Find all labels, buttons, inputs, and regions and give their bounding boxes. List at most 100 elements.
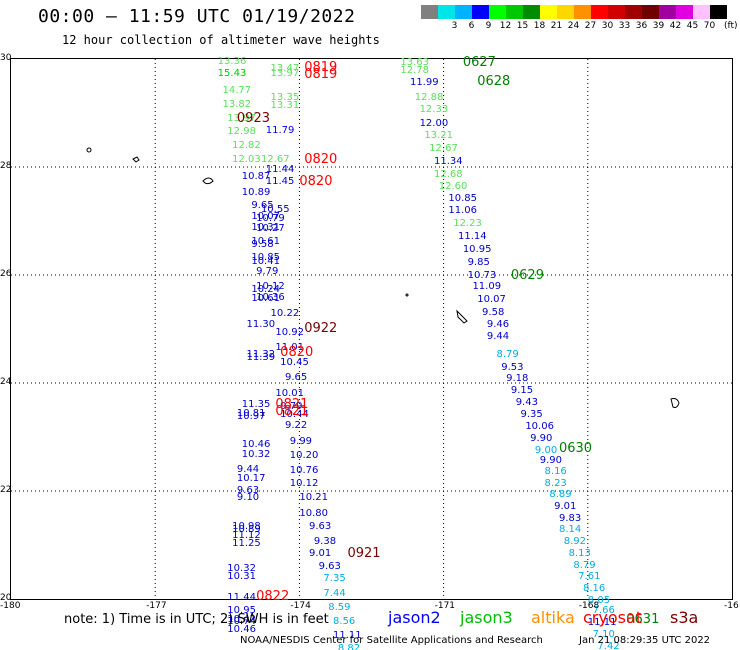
wave-height-label: 10.95 xyxy=(227,604,256,616)
wave-height-label: 8.16 xyxy=(544,466,567,478)
wave-height-label: 15.43 xyxy=(217,67,247,79)
pass-time-label: 0821 xyxy=(275,404,309,420)
wave-height-label: 9.15 xyxy=(510,385,534,397)
wave-height-label: 11.45 xyxy=(265,175,295,187)
wave-height-label: 11.11 xyxy=(587,617,617,629)
color-scale-label: 36 xyxy=(635,21,648,31)
wave-height-label: 13.82 xyxy=(222,98,252,110)
pass-time-label: 0822 xyxy=(256,589,290,605)
wave-height-label: 12.00 xyxy=(419,117,449,129)
wave-height-label: 9.00 xyxy=(534,444,558,456)
wave-height-label: 9.10 xyxy=(236,492,260,504)
wave-height-label: 12.67 xyxy=(260,153,290,165)
wave-height-label: 10.87 xyxy=(241,170,271,182)
wave-height-label: 11.44 xyxy=(227,591,256,603)
color-scale-label: 42 xyxy=(669,21,682,31)
wave-height-label: 10.24 xyxy=(251,283,280,295)
color-scale-swatch xyxy=(710,5,727,19)
wave-height-label: 7.35 xyxy=(323,573,346,585)
wave-height-label: 8.16 xyxy=(582,583,606,595)
wave-height-label: 8.23 xyxy=(544,477,567,489)
wave-height-label: 12.68 xyxy=(433,169,463,181)
wave-height-label: 12.33 xyxy=(419,104,449,116)
wave-height-label: 11.35 xyxy=(241,398,271,410)
wave-height-label: 10.07 xyxy=(251,211,280,223)
wave-height-label: 10.36 xyxy=(256,292,285,304)
wave-height-label: 13.47 xyxy=(270,62,300,74)
wave-height-label: 10.06 xyxy=(525,421,554,433)
wave-height-label: 12.60 xyxy=(438,180,468,192)
pass-time-label: 0820 xyxy=(304,151,338,167)
wave-height-label: 10.31 xyxy=(227,571,256,583)
footer-timestamp: Jan 21 08:29:35 UTC 2022 xyxy=(579,635,711,646)
legend-entry-s3a: s3a xyxy=(670,608,699,627)
color-scale-label: 21 xyxy=(550,21,563,31)
wave-height-label: 7.10 xyxy=(592,629,615,641)
pass-time-label: 0627 xyxy=(462,54,496,70)
wave-height-label: 9.58 xyxy=(482,306,505,318)
wave-height-label: 11.39 xyxy=(246,351,276,363)
wave-height-label: 11.79 xyxy=(265,124,295,136)
wave-height-label: 10.27 xyxy=(256,223,285,235)
x-tick-label: -180 xyxy=(0,601,21,611)
wave-height-label: 9.63 xyxy=(236,485,260,496)
color-scale-swatch xyxy=(608,5,625,19)
y-tick-label: 22 xyxy=(0,485,12,495)
color-scale-swatch xyxy=(472,5,489,19)
wave-height-label: 13.97 xyxy=(270,67,300,79)
wave-height-label: 12.82 xyxy=(232,140,261,152)
pass-time-label: 0631 xyxy=(626,611,660,627)
wave-height-label: 10.80 xyxy=(299,508,329,520)
color-scale-label: 15 xyxy=(516,21,529,31)
color-scale-label: 70 xyxy=(703,21,716,31)
wave-height-label: 9.01 xyxy=(554,501,577,513)
wave-height-label: 11.12 xyxy=(232,529,261,541)
wave-height-label: 12.03 xyxy=(232,153,261,165)
wave-height-label: 9.85 xyxy=(467,256,490,268)
color-scale-swatch xyxy=(625,5,642,19)
map-plot-area: 13.36 15.43 14.77 13.82 13.97 12.98 12.82 12.03… xyxy=(10,54,733,650)
color-scale-label: 3 xyxy=(451,21,458,31)
wave-height-label: 8.13 xyxy=(568,548,591,560)
wave-height-label: 9.18 xyxy=(506,372,529,384)
wave-height-label: 14.77 xyxy=(222,84,252,96)
wave-height-label: 12.98 xyxy=(227,126,256,138)
pass-time-label: 0820 xyxy=(299,173,333,189)
x-tick-label: -174 xyxy=(290,601,311,611)
pass-time-label: 0922 xyxy=(304,320,338,336)
pass-time-label: 0628 xyxy=(477,73,511,89)
y-tick-label: 20 xyxy=(0,593,12,603)
color-scale-label: 45 xyxy=(686,21,699,31)
wave-height-label: 10.55 xyxy=(260,203,290,215)
wave-height-label: 9.22 xyxy=(284,420,308,432)
wave-height-label: 10.32 xyxy=(241,448,271,460)
wave-height-label: 11.09 xyxy=(472,281,502,293)
wave-height-label: 11.01 xyxy=(275,341,304,353)
wave-height-label: 8.59 xyxy=(328,602,351,614)
x-tick-label: -171 xyxy=(434,601,456,611)
color-scale-swatch xyxy=(438,5,455,19)
x-tick-label: -16 xyxy=(724,601,739,611)
wave-height-label: 10.17 xyxy=(236,473,266,485)
wave-height-label: 13.21 xyxy=(424,130,453,142)
wave-height-label: 8.92 xyxy=(563,536,587,548)
wave-height-label: 9.38 xyxy=(313,535,337,547)
wave-height-label: 13.97 xyxy=(227,112,256,124)
wave-height-label: 12.23 xyxy=(453,217,482,229)
color-scale-swatch xyxy=(693,5,710,19)
color-scale-swatch xyxy=(591,5,608,19)
pass-time-label: 0821 xyxy=(275,396,309,412)
wave-height-label: 13.36 xyxy=(217,56,247,68)
wave-height-label: 9.90 xyxy=(530,432,553,444)
wave-height-label: 10.76 xyxy=(289,465,319,477)
wave-height-label: 10.07 xyxy=(477,294,506,306)
wave-height-label: 11.11 xyxy=(333,629,362,641)
wave-height-label: 9.35 xyxy=(520,409,543,421)
footer-credit: NOAA/NESDIS Center for Satellite Applica… xyxy=(240,635,543,646)
color-scale-swatch xyxy=(421,5,438,19)
pass-time-label: 0923 xyxy=(236,111,270,127)
wave-height-label: 8.89 xyxy=(549,488,572,500)
y-tick-label: 30 xyxy=(0,53,12,63)
wave-height-label: 9.65 xyxy=(284,371,308,383)
